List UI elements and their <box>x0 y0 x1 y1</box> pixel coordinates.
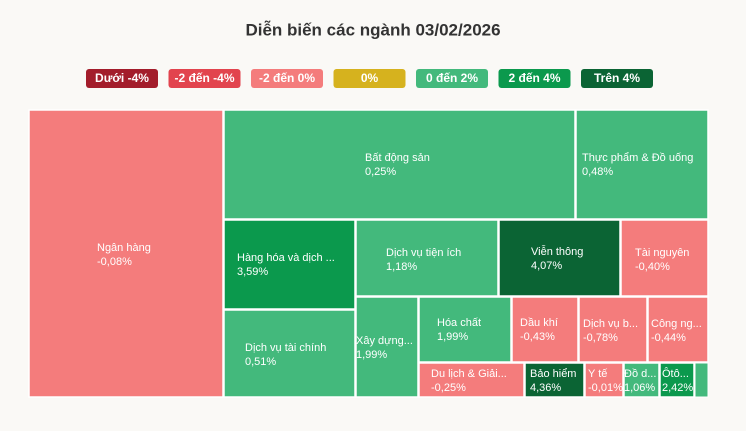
tile-name: Ngân hàng <box>97 242 151 254</box>
legend-swatch <box>168 69 241 88</box>
legend-label: Trên 4% <box>594 71 640 85</box>
tile-value: -0,78% <box>583 332 618 344</box>
tile <box>355 296 419 398</box>
tile-value: 2,42% <box>662 382 693 394</box>
tile <box>418 296 512 363</box>
legend-label: 0% <box>361 71 379 85</box>
legend-swatch <box>333 69 406 88</box>
tile <box>659 362 695 398</box>
tile <box>223 109 576 220</box>
tile-value: 0,25% <box>365 166 396 178</box>
legend-swatch <box>86 69 158 88</box>
legend-label: 2 đến 4% <box>508 71 560 85</box>
tile <box>575 109 709 220</box>
tile-name: Hóa chất <box>437 317 481 329</box>
tile-name: Thực phẩm & Đồ uống <box>582 152 693 164</box>
tile-value: 0,48% <box>582 166 613 178</box>
legend-label: Dưới -4% <box>95 71 149 85</box>
tile-value: 0,51% <box>245 356 276 368</box>
tile <box>511 296 579 363</box>
tile-value: 1,99% <box>437 331 468 343</box>
tile-name: Công ng... <box>651 318 702 330</box>
legend-label: -2 đến -4% <box>174 71 234 85</box>
tile-name: Hàng hóa và dịch ... <box>237 252 335 264</box>
tile-name: Ôtô... <box>662 367 689 380</box>
tile-value: -0,01% <box>588 382 623 394</box>
tile-value: -0,08% <box>97 256 132 268</box>
tile-name: Y tế <box>588 368 607 380</box>
tile-name: Dịch vụ b... <box>583 318 638 330</box>
tile <box>647 296 709 363</box>
tile-name: Dịch vụ tiện ích <box>386 247 461 259</box>
tile-name: Dầu khí <box>520 317 558 329</box>
tile-value: 1,18% <box>386 261 417 273</box>
legend-label: -2 đến 0% <box>259 71 315 85</box>
tile <box>578 296 648 363</box>
legend-swatch <box>581 69 653 88</box>
tile-name: Xây dựng... <box>356 335 413 347</box>
tile-value: 4,07% <box>531 260 562 272</box>
tile <box>524 362 585 398</box>
tile-value: -0,43% <box>520 331 555 343</box>
tile <box>223 219 356 310</box>
legend-swatch <box>416 69 488 88</box>
chart-title: Diễn biến các ngành 03/02/2026 <box>245 20 500 39</box>
tile-value: 1,06% <box>624 382 655 394</box>
tile <box>623 362 660 398</box>
tile <box>620 219 709 297</box>
tile-value: 1,99% <box>356 349 387 361</box>
tile-value: -0,40% <box>635 261 670 273</box>
tile-name: Dịch vụ tài chính <box>245 342 326 354</box>
tile-name: Bất động sản <box>365 152 430 164</box>
legend-swatch <box>251 69 323 88</box>
small-tile <box>694 362 709 398</box>
legend-label: 0 đến 2% <box>426 71 478 85</box>
tile <box>28 109 224 398</box>
tile-value: -0,44% <box>651 332 686 344</box>
tile-name: Đồ d... <box>624 368 656 380</box>
tile <box>584 362 624 398</box>
tile <box>498 219 621 297</box>
tile <box>355 219 499 297</box>
tile-value: 3,59% <box>237 266 268 278</box>
tile-name: Bảo hiểm <box>530 368 576 380</box>
tile-name: Viễn thông <box>531 245 583 258</box>
legend-swatch <box>498 69 571 88</box>
tile-name: Tài nguyên <box>635 247 689 259</box>
tile-name: Du lịch & Giải... <box>431 368 507 380</box>
tile-value: -0,25% <box>431 382 466 394</box>
tile <box>418 362 525 398</box>
tile <box>223 309 356 398</box>
tile-value: 4,36% <box>530 382 561 394</box>
